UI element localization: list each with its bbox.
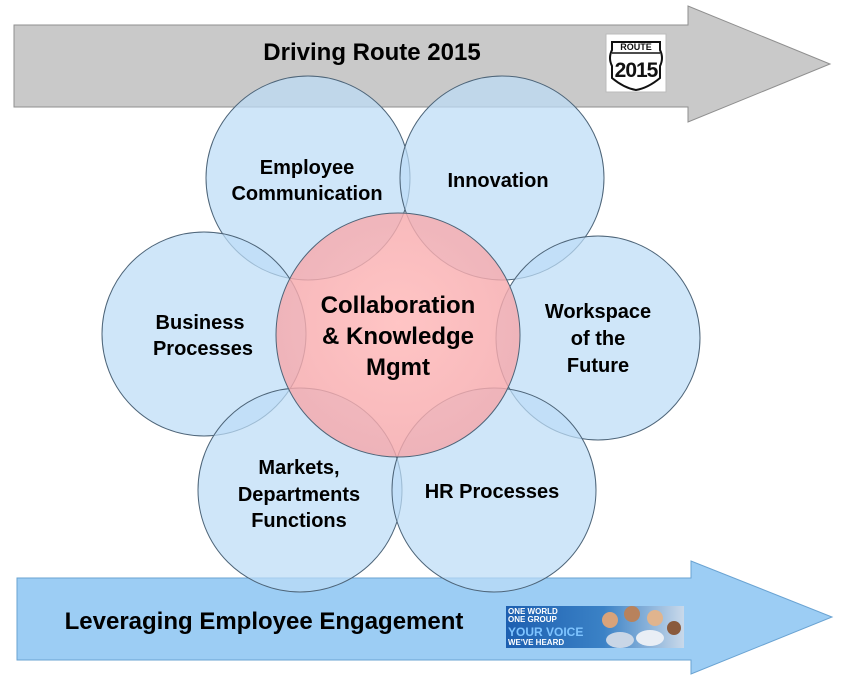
banner-line-3: YOUR VOICE bbox=[508, 625, 583, 639]
workspace-line-3: Future bbox=[567, 355, 629, 377]
business-processes-line-2: Processes bbox=[153, 338, 253, 360]
employee-communication-line-1: Employee bbox=[260, 157, 354, 179]
bottom-arrow: Leveraging Employee Engagement ONE WORLD… bbox=[16, 560, 834, 675]
route-badge-number: 2015 bbox=[615, 59, 659, 82]
markets-line-3: Functions bbox=[251, 510, 347, 532]
markets-line-1: Markets, bbox=[258, 457, 339, 479]
top-arrow-label: Driving Route 2015 bbox=[263, 39, 480, 66]
center-line-2: & Knowledge bbox=[322, 323, 474, 350]
bottom-arrow-label: Leveraging Employee Engagement bbox=[65, 608, 464, 635]
center-line-3: Mgmt bbox=[366, 354, 430, 381]
route-badge-top: ROUTE bbox=[620, 42, 652, 52]
center-circle bbox=[275, 212, 521, 458]
top-arrow: Driving Route 2015 ROUTE 2015 bbox=[13, 5, 832, 123]
banner-line-2: ONE GROUP bbox=[508, 615, 558, 624]
banner-line-4: WE'VE HEARD bbox=[508, 638, 564, 647]
hr-processes-label: HR Processes bbox=[425, 481, 560, 503]
business-processes-line-1: Business bbox=[156, 312, 245, 334]
innovation-label: Innovation bbox=[447, 170, 548, 192]
workspace-line-1: Workspace bbox=[545, 301, 651, 323]
banner-line-1: ONE WORLD bbox=[508, 607, 558, 616]
team-photo-banner: ONE WORLD ONE GROUP YOUR VOICE WE'VE HEA… bbox=[506, 606, 684, 648]
markets-line-2: Departments bbox=[238, 484, 360, 506]
route-shield-icon: ROUTE 2015 bbox=[605, 33, 667, 93]
employee-communication-line-2: Communication bbox=[231, 183, 382, 205]
center-line-1: Collaboration bbox=[321, 292, 476, 319]
workspace-line-2: of the bbox=[571, 328, 625, 350]
